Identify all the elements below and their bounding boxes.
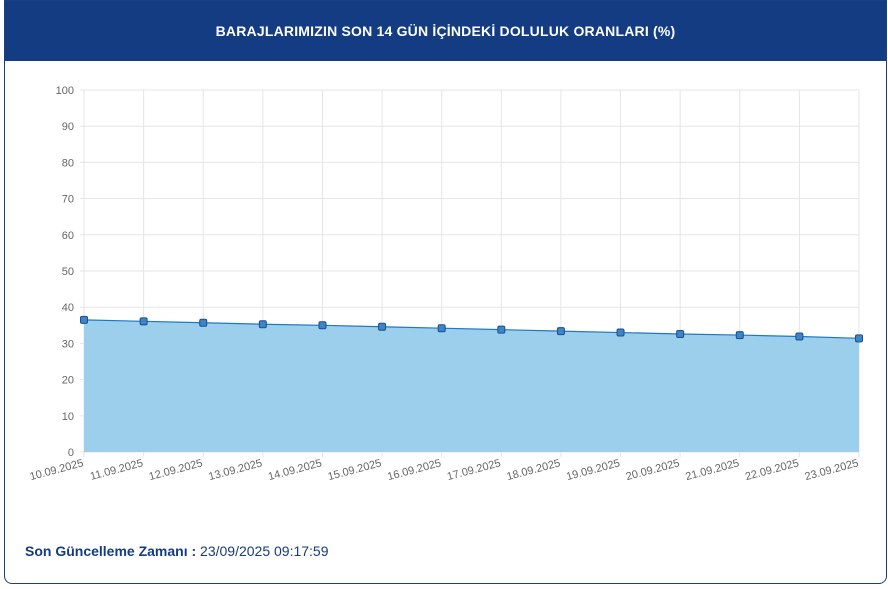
x-tick-label: 10.09.2025 [28, 457, 84, 483]
x-tick-label: 15.09.2025 [327, 457, 383, 483]
last-updated: Son Güncelleme Zamanı : 23/09/2025 09:17… [25, 543, 329, 559]
y-tick-label: 60 [62, 230, 74, 242]
data-point [378, 322, 387, 331]
x-tick-label: 18.09.2025 [505, 457, 561, 483]
data-point [795, 332, 804, 341]
last-updated-value: 23/09/2025 09:17:59 [200, 543, 329, 559]
x-tick-label: 14.09.2025 [267, 457, 323, 483]
data-point [497, 325, 506, 334]
x-axis: 10.09.2025 11.09.2025 12.09.2025 13.09.2025… [28, 457, 859, 483]
data-point [616, 328, 625, 337]
y-tick-label: 70 [62, 194, 74, 206]
data-point [855, 334, 863, 343]
y-tick-label: 80 [62, 157, 74, 169]
y-tick-label: 20 [62, 375, 74, 387]
y-tick-label: 50 [62, 266, 74, 278]
y-tick-label: 100 [56, 85, 74, 97]
x-tick-label: 21.09.2025 [684, 457, 740, 483]
data-point [556, 327, 565, 336]
x-tick-label: 16.09.2025 [386, 457, 442, 483]
data-point [318, 321, 327, 330]
data-point [735, 331, 744, 340]
x-tick-label: 13.09.2025 [207, 457, 263, 483]
area-fill [84, 319, 859, 452]
x-tick-label: 23.09.2025 [803, 457, 859, 483]
panel-title: BARAJLARIMIZIN SON 14 GÜN İÇİNDEKİ DOLUL… [5, 1, 886, 61]
data-point [258, 320, 267, 329]
x-tick-label: 19.09.2025 [565, 457, 621, 483]
last-updated-label: Son Güncelleme Zamanı : [25, 543, 197, 559]
series-line [83, 319, 860, 339]
y-axis: 0 10 20 30 40 50 60 70 80 90 100 [56, 85, 74, 459]
y-tick-label: 90 [62, 121, 74, 133]
area-series [83, 319, 860, 452]
x-tick-label: 12.09.2025 [148, 457, 204, 483]
x-tick-label: 11.09.2025 [89, 457, 145, 483]
data-point [676, 329, 685, 338]
y-tick-label: 30 [62, 338, 74, 350]
x-tick-label: 22.09.2025 [744, 457, 800, 483]
y-tick-label: 40 [62, 302, 74, 314]
x-tick-label: 17.09.2025 [446, 457, 502, 483]
data-point [139, 317, 148, 326]
data-point [437, 324, 446, 333]
y-tick-label: 10 [62, 411, 74, 423]
data-point [80, 315, 88, 324]
data-point [199, 318, 208, 327]
x-tick-label: 20.09.2025 [625, 457, 681, 483]
y-tick-label: 0 [68, 447, 74, 459]
data-points [80, 315, 863, 343]
